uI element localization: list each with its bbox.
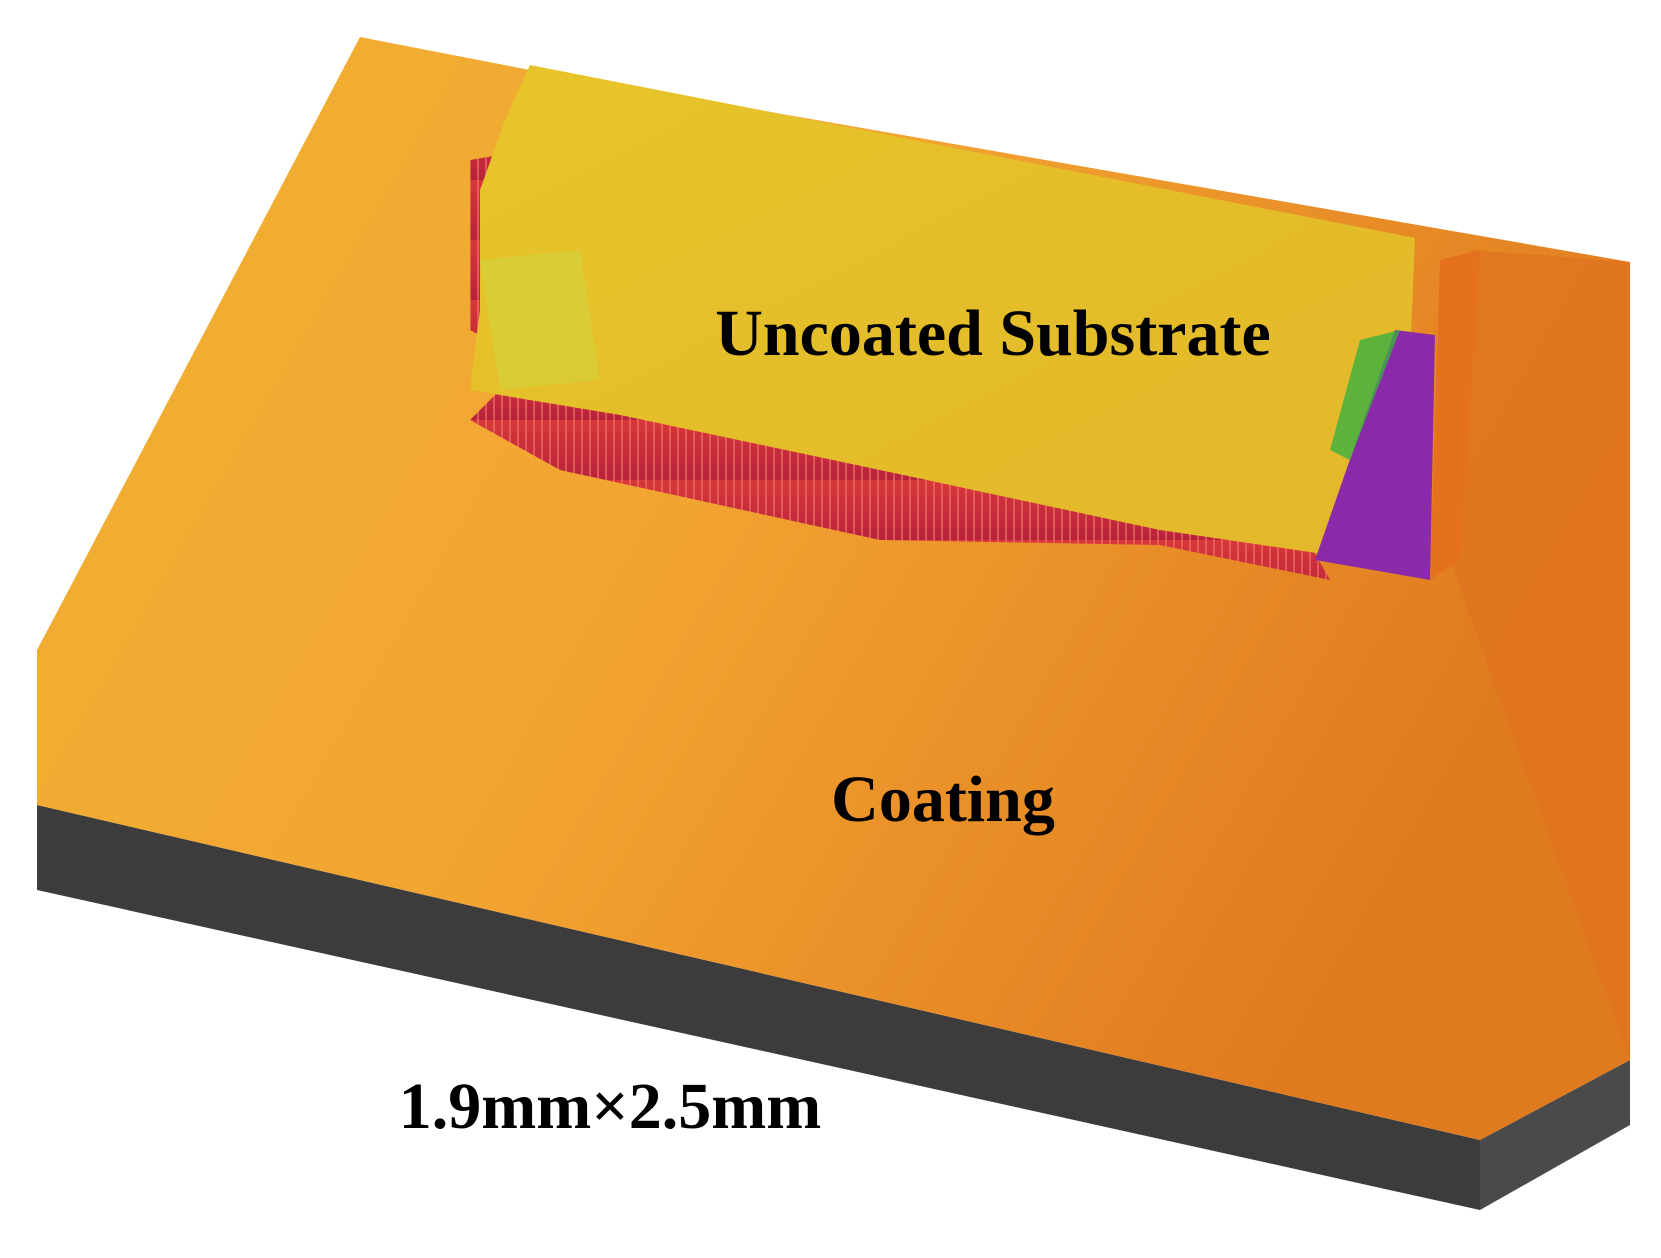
substrate-surface [470,65,1415,555]
trench-edge [1330,330,1400,460]
coating-edge [1450,250,1630,1060]
substrate-patch [480,250,600,390]
dimensions-label: 1.9mm×2.5mm [399,1070,822,1143]
spike-wall [470,150,1330,580]
slab-front-side [37,805,1480,1210]
right-wall [1430,250,1480,580]
coating-label: Coating [831,763,1055,836]
trench [1315,330,1435,580]
substrate-label: Uncoated Substrate [715,297,1271,370]
slab-right-side [1480,1060,1630,1210]
